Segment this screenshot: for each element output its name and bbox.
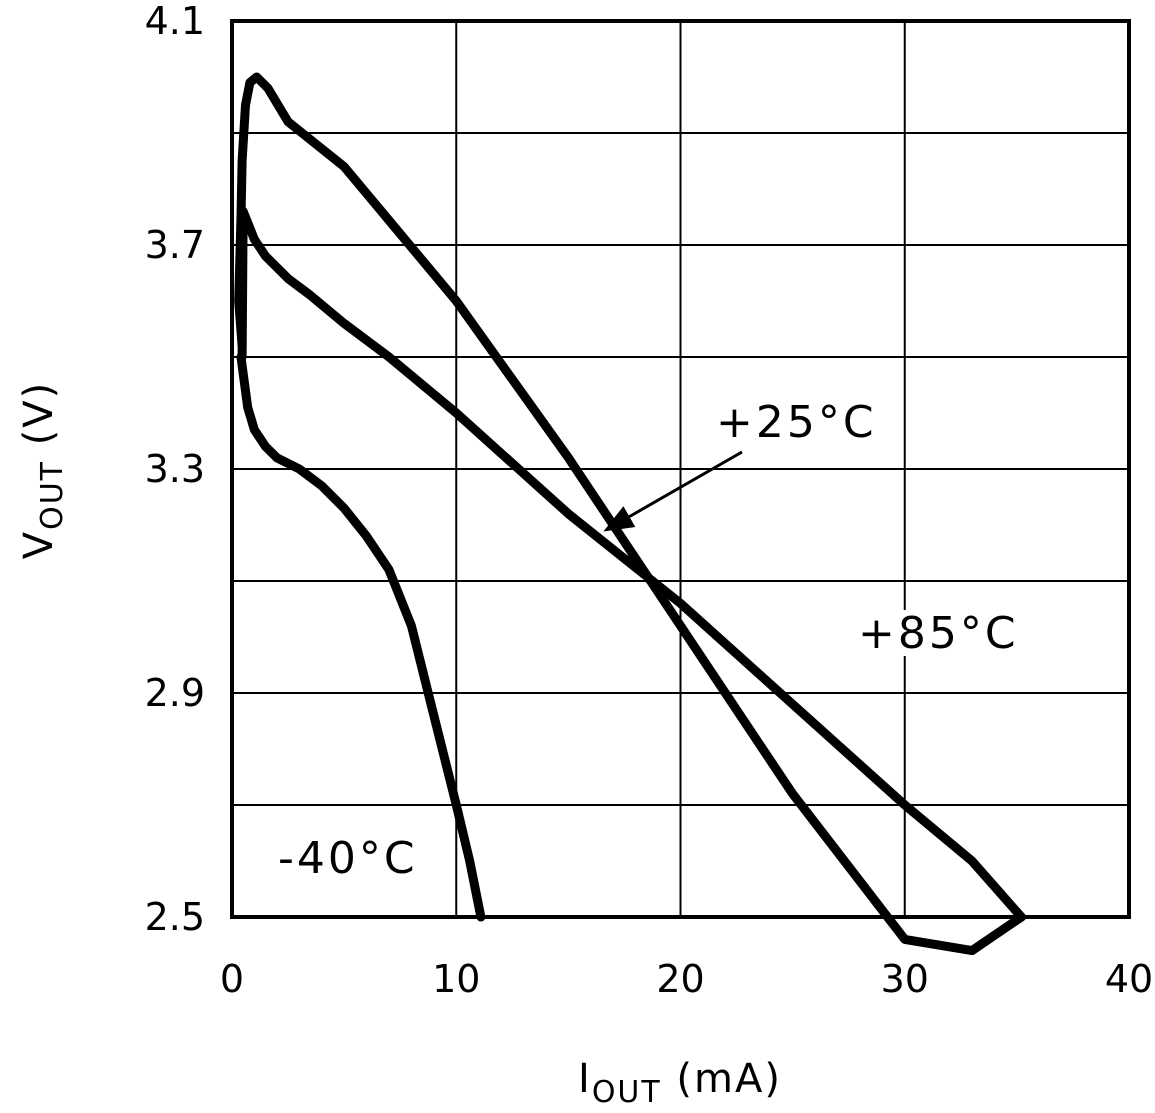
- x-axis-label-main: I: [578, 1056, 592, 1102]
- annotation-25c-arrow: [603, 450, 743, 532]
- x-tick-label: 0: [220, 957, 244, 1001]
- annotation-85c-background: [855, 610, 1020, 656]
- x-axis-label-sub: OUT: [592, 1075, 662, 1110]
- y-axis-label-main: V: [16, 530, 62, 559]
- series-line-25c: [237, 206, 1026, 922]
- y-tick-label: 3.3: [145, 447, 205, 491]
- annotation-85c: +85°C: [858, 608, 1019, 659]
- y-tick-label: 4.1: [145, 0, 205, 43]
- series-line-minus40c: [236, 352, 486, 922]
- y-axis-label-unit: (V): [16, 381, 62, 460]
- x-tick-label: 10: [432, 957, 480, 1001]
- x-tick-label: 20: [656, 957, 704, 1001]
- y-tick-label: 2.9: [145, 671, 205, 715]
- annotation-40c-background: [276, 836, 441, 882]
- plot-frame: [230, 19, 1131, 919]
- y-tick-label: 3.7: [145, 223, 205, 267]
- y-axis-label-sub: OUT: [35, 460, 70, 530]
- curves: [234, 72, 1026, 956]
- series-line-85c: [234, 72, 1026, 956]
- annotation-40c: -40°C: [278, 833, 418, 884]
- y-axis-label: VOUT (V): [16, 381, 70, 560]
- y-tick-label: 2.5: [145, 895, 205, 939]
- x-tick-labels: 0 10 20 30 40: [220, 957, 1153, 1001]
- annotation-25c-background: [712, 398, 877, 444]
- x-tick-label: 40: [1105, 957, 1153, 1001]
- x-tick-label: 30: [881, 957, 929, 1001]
- y-tick-labels: 2.5 2.9 3.3 3.7 4.1: [145, 0, 205, 939]
- annotation-25c: +25°C: [716, 397, 877, 448]
- x-axis-label-unit: (mA): [662, 1056, 782, 1102]
- grid: [232, 21, 1129, 917]
- x-axis-label: IOUT (mA): [578, 1056, 782, 1110]
